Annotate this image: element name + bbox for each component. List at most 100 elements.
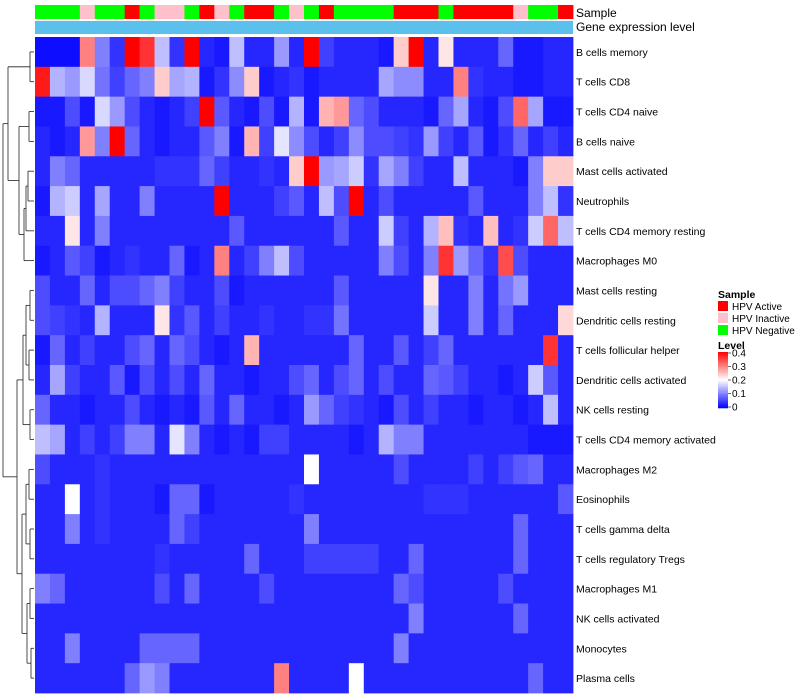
level-gradient-step [718, 368, 728, 371]
heatmap-cell [528, 335, 544, 366]
heatmap-cell [333, 37, 350, 68]
heatmap-cell [543, 275, 559, 306]
heatmap-cell [79, 424, 96, 455]
heatmap-cell [139, 215, 155, 247]
heatmap-cell [154, 424, 170, 455]
heatmap-cell [453, 215, 469, 247]
heatmap-cell [333, 186, 350, 217]
heatmap-cell [393, 365, 410, 396]
heatmap-cell [199, 126, 215, 157]
heatmap-cell [363, 573, 380, 604]
heatmap-cell [483, 215, 499, 247]
heatmap-cell [109, 633, 126, 664]
heatmap-cell [378, 245, 395, 276]
sample-cell [378, 5, 395, 19]
heatmap-cell [558, 215, 574, 247]
heatmap-cell [393, 126, 410, 157]
heatmap-cell [363, 484, 380, 515]
sample-cell [543, 5, 559, 19]
heatmap-cell [513, 66, 529, 98]
heatmap-cell [94, 543, 111, 575]
heatmap-cell [498, 484, 514, 515]
level-gradient-step [718, 395, 728, 398]
heatmap-cell [304, 215, 320, 247]
heatmap-cell [558, 633, 574, 664]
heatmap-cell [468, 603, 484, 634]
heatmap-cell [513, 543, 529, 575]
heatmap-cell [184, 365, 200, 396]
heatmap-cell [453, 424, 469, 455]
heatmap-cell [109, 37, 126, 68]
heatmap-cell [304, 96, 320, 127]
sample-legend-label: HPV Inactive [732, 314, 790, 325]
heatmap-cell [259, 126, 275, 157]
heatmap-cell [438, 633, 454, 664]
sample-cell [528, 5, 544, 19]
heatmap-cell [64, 603, 81, 634]
heatmap-cell [363, 335, 380, 366]
sample-cell [513, 5, 529, 19]
heatmap-cell [94, 633, 111, 664]
heatmap-cell [94, 603, 111, 634]
track-label-sample: Sample [576, 6, 617, 20]
heatmap-cell [154, 305, 170, 336]
heatmap-cell [513, 335, 529, 366]
heatmap-cell [513, 394, 529, 426]
heatmap-cell [363, 394, 380, 426]
heatmap-cell [333, 394, 350, 426]
heatmap-cell [229, 633, 245, 664]
heatmap-cell [79, 215, 96, 247]
heatmap-cell [64, 663, 81, 694]
heatmap-cell [333, 603, 350, 634]
heatmap-cell [348, 37, 365, 68]
heatmap-cell [64, 126, 81, 157]
heatmap-cell [64, 245, 81, 276]
heatmap-cell [214, 633, 230, 664]
heatmap-cell [468, 215, 484, 247]
track-label-expression: Gene expression level [576, 20, 695, 34]
heatmap-cell [184, 603, 200, 634]
heatmap-cell [558, 424, 574, 455]
heatmap-cell [453, 245, 469, 276]
heatmap-cell [199, 663, 215, 694]
heatmap-cell [139, 96, 155, 127]
heatmap-cell [184, 245, 200, 276]
level-tick-label: 0.4 [732, 349, 746, 360]
heatmap-cell [348, 365, 365, 396]
heatmap-cell [229, 603, 245, 634]
heatmap-cell [169, 66, 185, 98]
heatmap-cell [333, 543, 350, 575]
heatmap-cell [468, 484, 484, 515]
heatmap-cell [558, 245, 574, 276]
heatmap-cell [498, 37, 514, 68]
heatmap-cell [438, 215, 454, 247]
heatmap-cell [214, 335, 230, 366]
heatmap-cell [199, 156, 215, 187]
heatmap-cell [289, 573, 305, 604]
heatmap-cell [259, 37, 275, 68]
sample-cell [274, 5, 290, 19]
level-gradient-step [718, 384, 728, 386]
heatmap-cell [304, 186, 320, 217]
sample-cell [139, 5, 155, 19]
heatmap-cell [483, 365, 499, 396]
heatmap-cell [139, 424, 155, 455]
heatmap-cell [94, 156, 111, 187]
sample-cell [318, 5, 335, 19]
heatmap-cell [423, 365, 439, 396]
heatmap-cell [408, 186, 424, 217]
heatmap-cell [79, 543, 96, 575]
heatmap-cell [468, 245, 484, 276]
heatmap-cell [214, 96, 230, 127]
heatmap-cell [453, 66, 469, 98]
heatmap-cell [229, 335, 245, 366]
heatmap-cell [393, 663, 410, 694]
heatmap-cell [543, 484, 559, 515]
heatmap-cell [543, 633, 559, 664]
heatmap-cell [558, 484, 574, 515]
heatmap-cell [483, 275, 499, 306]
heatmap-cell [483, 66, 499, 98]
heatmap-cell [259, 484, 275, 515]
heatmap-cell [438, 275, 454, 306]
heatmap-cell [438, 37, 454, 68]
